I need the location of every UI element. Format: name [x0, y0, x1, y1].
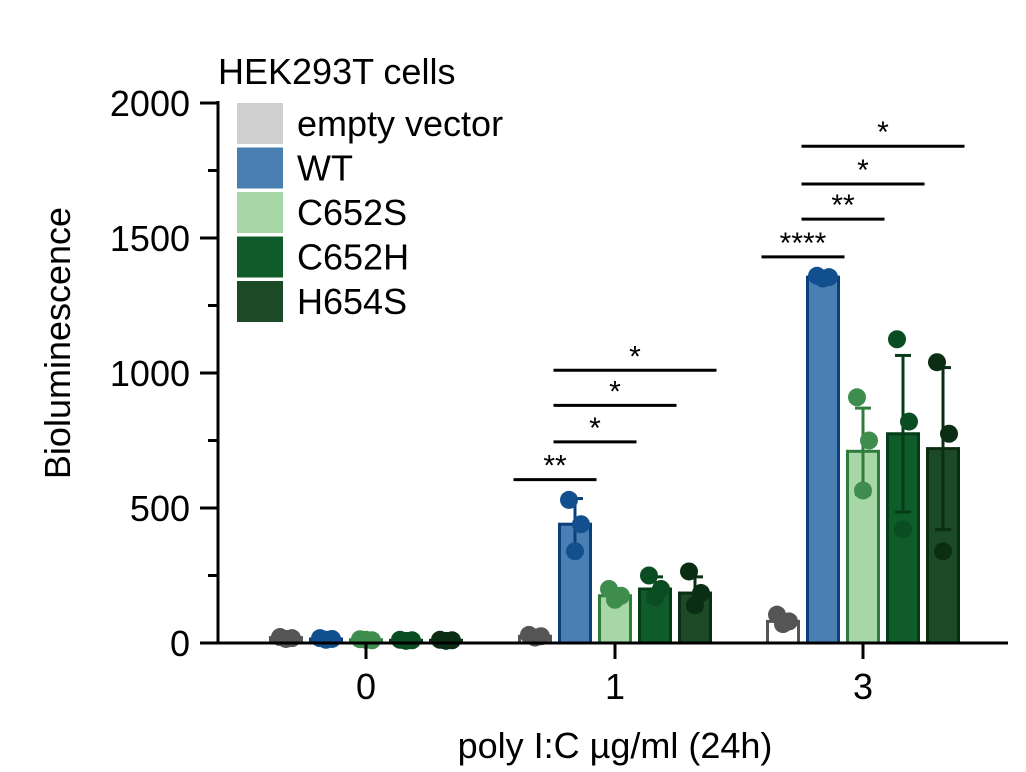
x-tick-label: 1	[605, 666, 625, 707]
data-point	[437, 631, 455, 650]
significance-label: *	[589, 412, 601, 445]
data-point	[860, 431, 878, 450]
data-point	[774, 615, 792, 634]
significance-label: *	[857, 154, 869, 187]
y-tick-label: 500	[130, 488, 190, 529]
y-tick-label: 1500	[110, 218, 190, 259]
legend-swatch	[237, 192, 283, 233]
significance-label: ****	[780, 227, 827, 260]
data-point	[277, 629, 295, 648]
y-axis-title: Bioluminescence	[37, 207, 78, 479]
chart-title: HEK293T cells	[218, 51, 455, 92]
significance-label: *	[629, 340, 641, 373]
legend-swatch	[237, 103, 283, 144]
data-point	[646, 588, 664, 607]
data-point	[686, 596, 704, 615]
x-tick-label: 0	[356, 666, 376, 707]
significance-label: *	[609, 375, 621, 408]
significance-label: **	[831, 189, 855, 222]
significance-label: *	[877, 116, 889, 149]
data-point	[894, 520, 912, 539]
data-point	[560, 490, 578, 509]
data-point	[888, 330, 906, 349]
data-point	[928, 353, 946, 372]
legend-label: H654S	[297, 281, 407, 322]
data-point	[900, 412, 918, 431]
data-point	[940, 424, 958, 443]
data-point	[814, 269, 832, 288]
data-point	[317, 630, 335, 649]
y-tick-label: 2000	[110, 83, 190, 124]
data-point	[397, 631, 415, 650]
data-point	[680, 562, 698, 581]
y-tick-label: 0	[170, 623, 190, 664]
x-tick-label: 3	[853, 666, 873, 707]
data-point	[848, 388, 866, 407]
data-point	[640, 566, 658, 585]
legend-label: C652H	[297, 237, 409, 278]
data-point	[566, 542, 584, 561]
legend-label: empty vector	[297, 103, 503, 144]
bar	[806, 275, 840, 645]
data-point	[606, 590, 624, 609]
y-tick-label: 1000	[110, 353, 190, 394]
legend-label: C652S	[297, 192, 407, 233]
legend-swatch	[237, 236, 283, 278]
legend-label: WT	[297, 148, 353, 189]
data-point	[934, 542, 952, 561]
legend-swatch	[237, 147, 283, 189]
data-point	[572, 515, 590, 534]
legend-swatch	[237, 281, 283, 322]
significance-label: **	[543, 450, 567, 483]
x-axis-title: poly I:C µg/ml (24h)	[458, 725, 773, 766]
data-point	[854, 481, 872, 500]
